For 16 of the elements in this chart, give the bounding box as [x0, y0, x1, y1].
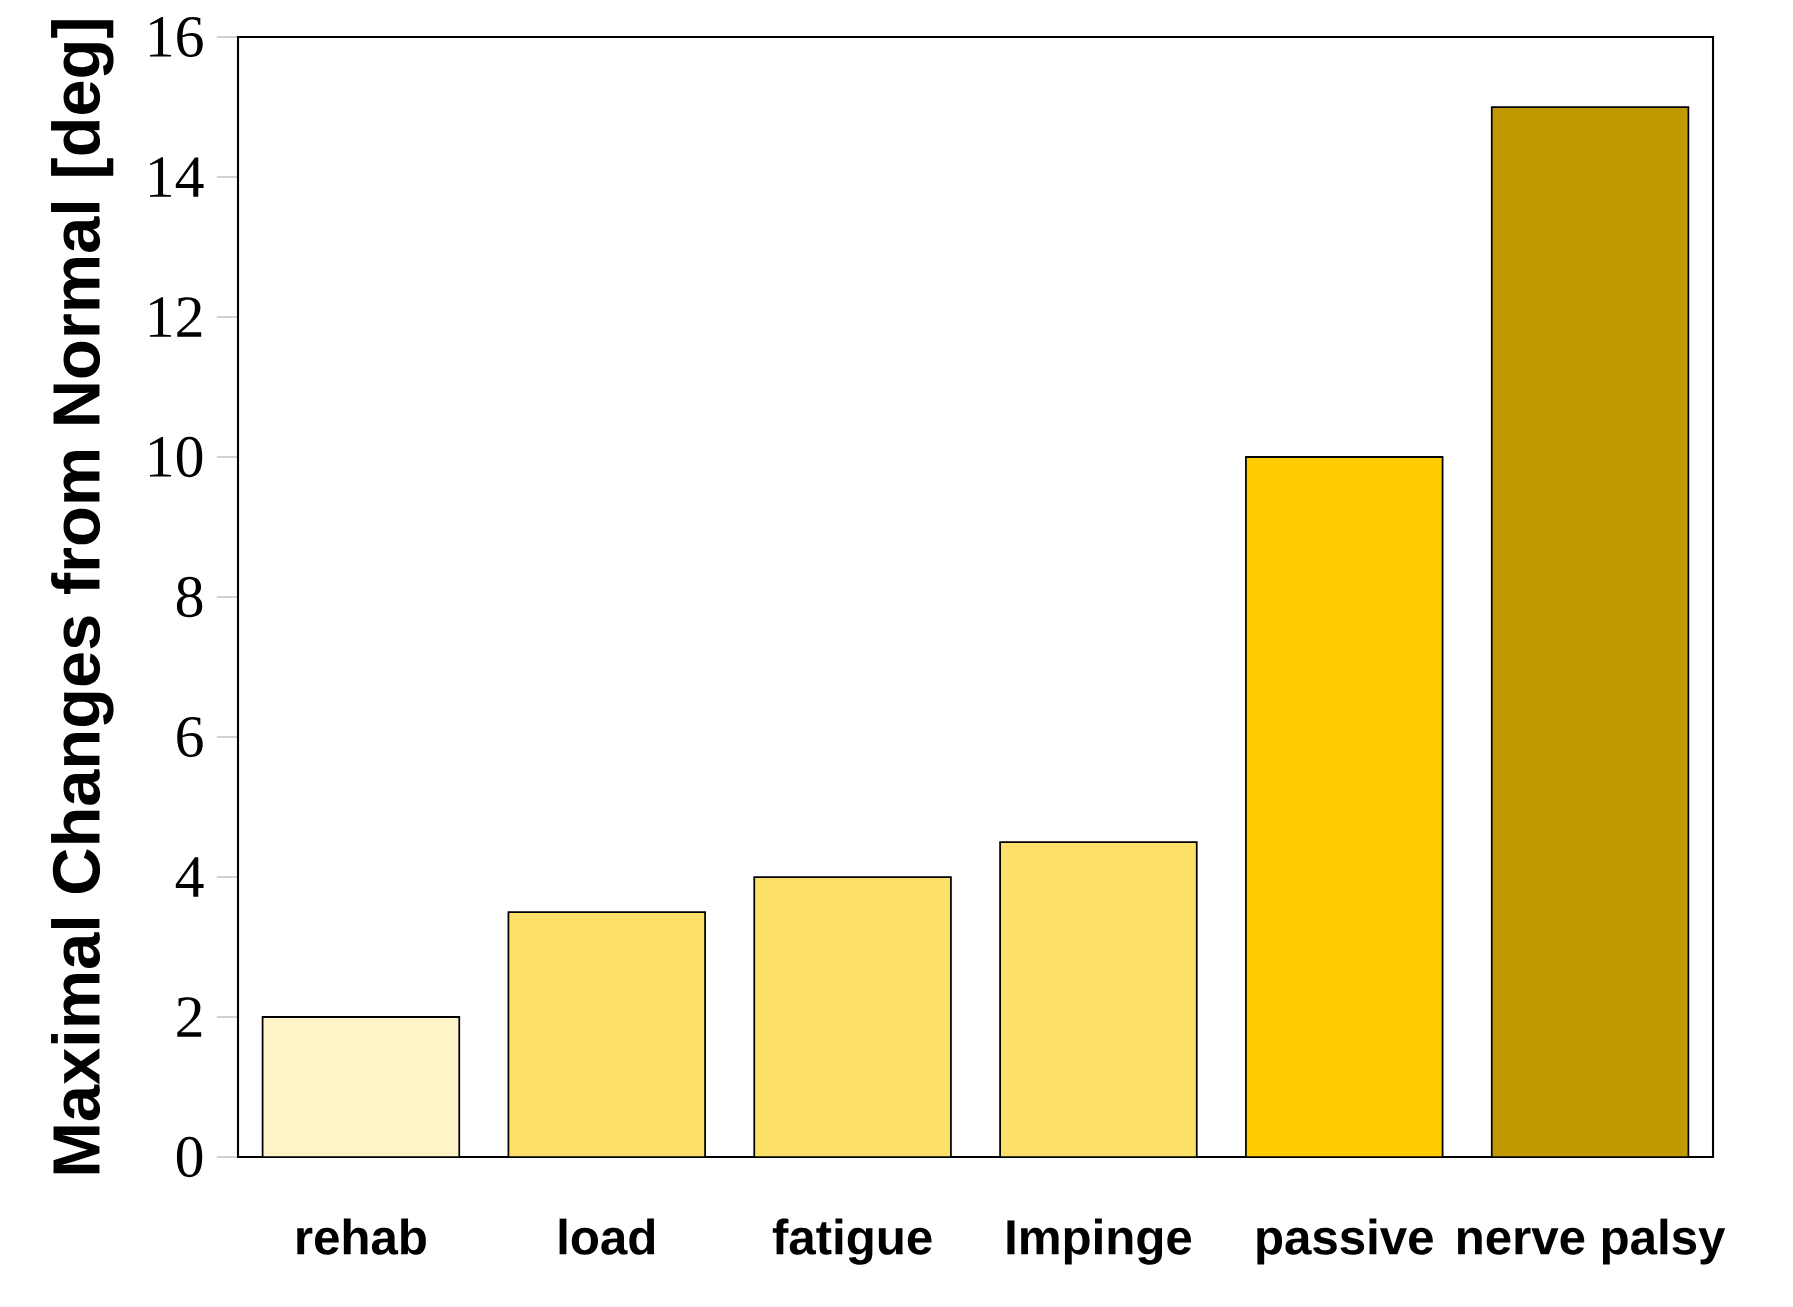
x-tick-label: Impinge [1007, 1218, 1192, 1265]
y-tick-label: 12 [149, 297, 202, 337]
x-tick-label: fatigue [772, 1218, 932, 1265]
y-tick-label: 16 [149, 16, 203, 58]
y-tick-label: 2 [177, 997, 202, 1037]
y-tick-label: 8 [176, 576, 203, 618]
x-tick-label: load [559, 1218, 655, 1255]
y-axis-title: Maximal Changes from Normal [deg] [51, 20, 114, 1174]
y-tick-label: 6 [177, 716, 203, 758]
y-tick-label: 10 [149, 436, 203, 478]
y-tick-label: 14 [149, 157, 204, 197]
y-tick-label: 0 [176, 1136, 203, 1178]
x-tick-label: nerve palsy [1457, 1218, 1726, 1265]
x-tick-label: rehab [297, 1218, 426, 1255]
y-tick-label: 4 [175, 857, 204, 897]
x-tick-label: passive [1257, 1218, 1433, 1265]
